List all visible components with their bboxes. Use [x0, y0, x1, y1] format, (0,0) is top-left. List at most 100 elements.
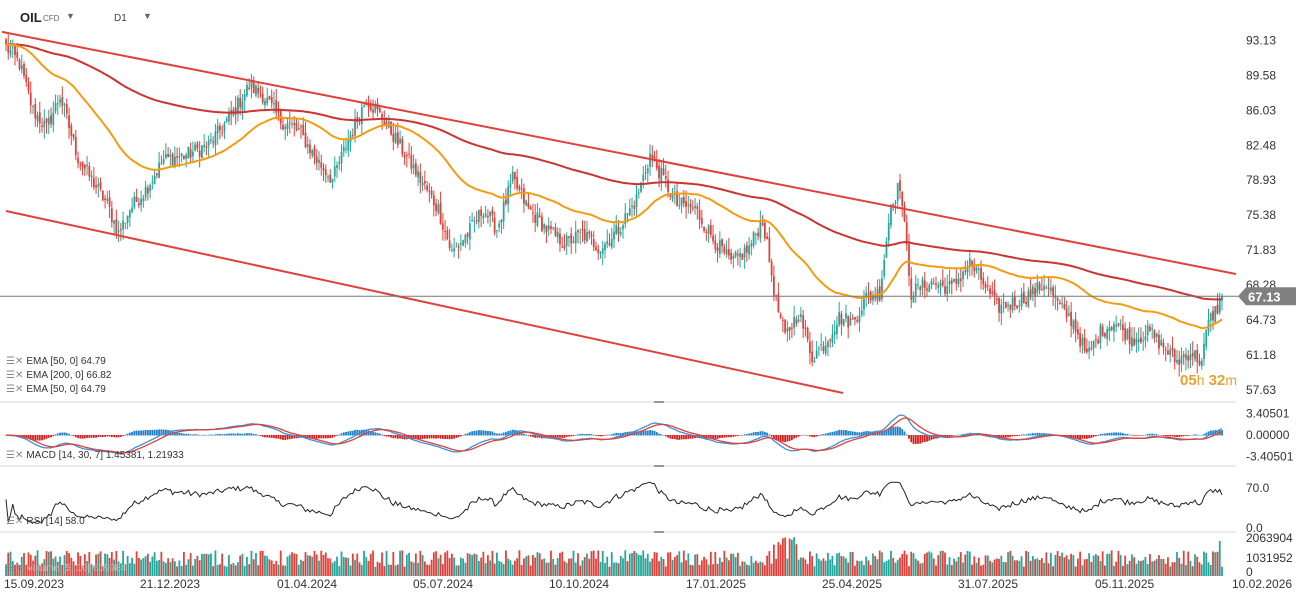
volume-bar: [1106, 553, 1109, 576]
legend-macd[interactable]: ☰✕ MACD [14, 30, 7] 1.45381, 1.21933: [6, 450, 184, 461]
candle: [628, 208, 631, 216]
macd-histogram-bar: [482, 430, 485, 436]
settings-icon[interactable]: ☰✕: [6, 356, 24, 367]
macd-histogram-bar: [1133, 435, 1136, 436]
volume-bar: [349, 565, 352, 576]
macd-histogram-bar: [917, 435, 919, 444]
macd-histogram-bar: [655, 432, 658, 436]
candle: [759, 221, 762, 239]
candle: [547, 225, 550, 230]
volume-bar: [772, 544, 775, 576]
macd-histogram-bar: [565, 435, 568, 438]
volume-bar: [453, 557, 456, 576]
volume-bar: [687, 553, 690, 576]
volume-bar: [468, 554, 471, 576]
volume-bar: [847, 562, 850, 576]
candle: [770, 261, 773, 276]
macd-histogram-bar: [419, 435, 422, 440]
volume-bar: [754, 560, 757, 576]
candle: [331, 178, 334, 183]
legend-ema50-b[interactable]: ☰✕ EMA [50, 0] 64.79: [6, 384, 106, 395]
symbol-label[interactable]: OIL: [20, 10, 42, 25]
settings-icon[interactable]: ☰✕: [6, 516, 24, 527]
volume-bar: [831, 555, 834, 576]
candles: [5, 34, 1223, 377]
macd-histogram-bar: [203, 434, 206, 436]
volume-bar: [462, 558, 465, 576]
volume-bar: [471, 555, 474, 576]
candle: [1160, 339, 1163, 346]
macd-histogram-bar: [1104, 433, 1106, 436]
timeframe-dropdown-icon[interactable]: ▼: [143, 11, 152, 21]
candle: [588, 231, 591, 235]
candle: [608, 243, 611, 246]
volume-bar: [820, 560, 823, 576]
macd-histogram-bar: [948, 435, 951, 437]
settings-icon[interactable]: ☰✕: [6, 563, 24, 574]
candle: [971, 260, 973, 267]
candle: [568, 236, 570, 238]
current-price-tag: [1238, 287, 1296, 306]
legend-rsi[interactable]: ☰✕ RSI [14] 58.0: [6, 516, 85, 527]
candle: [1180, 356, 1183, 364]
candle: [851, 318, 854, 320]
macd-histogram-bar: [523, 433, 525, 436]
candle: [117, 230, 120, 232]
volume-bar: [619, 555, 622, 576]
price-axis: 93.1389.5886.0382.4878.9375.3871.8368.28…: [1246, 33, 1276, 396]
volume-bar: [890, 550, 892, 576]
macd-histogram-bar: [561, 435, 564, 438]
candle: [998, 297, 1000, 313]
macd-histogram-bar: [36, 435, 39, 441]
macd-tick-label: 0.00000: [1246, 428, 1290, 442]
macd-histogram-bar: [718, 435, 721, 439]
candle: [291, 123, 293, 125]
legend-volume[interactable]: ☰✕ Volume [5, 10] 609984: [6, 563, 126, 574]
volume-bar: [986, 555, 989, 576]
candle: [662, 168, 665, 175]
volume-bar: [770, 563, 773, 576]
macd-histogram-bar: [910, 435, 913, 443]
candle: [192, 151, 194, 157]
volume-bar: [538, 553, 541, 576]
volume-bar: [671, 559, 674, 576]
volume-bar: [318, 560, 320, 576]
volume-bar: [1203, 551, 1205, 576]
volume-bar: [547, 562, 550, 576]
macd-histogram-bar: [1004, 435, 1007, 438]
macd-histogram-bar: [228, 433, 230, 436]
volume-bar: [507, 558, 510, 576]
legend-ema200[interactable]: ☰✕ EMA [200, 0] 66.82: [6, 370, 111, 381]
macd-histogram-bar: [128, 432, 131, 436]
macd-histogram-bar: [953, 435, 955, 436]
macd-histogram-bar: [757, 431, 760, 436]
candle: [991, 291, 994, 293]
volume-bar: [110, 552, 113, 576]
settings-icon[interactable]: ☰✕: [6, 384, 24, 395]
volume-bar: [568, 558, 570, 576]
timeframe-label[interactable]: D1: [114, 13, 127, 24]
macd-histogram-bar: [797, 435, 800, 437]
candle: [527, 203, 530, 208]
volume-bar: [1070, 553, 1073, 576]
macd-histogram-bar: [1135, 435, 1138, 436]
settings-icon[interactable]: ☰✕: [6, 450, 24, 461]
volume-bar: [16, 562, 19, 576]
candle: [378, 108, 381, 112]
macd-histogram-bar: [464, 433, 467, 436]
symbol-dropdown-icon[interactable]: ▼: [66, 11, 75, 21]
candle: [466, 233, 469, 237]
settings-icon[interactable]: ☰✕: [6, 370, 24, 381]
candle: [502, 201, 505, 222]
volume-bar: [7, 552, 10, 576]
legend-rsi-label: RSI [14] 58.0: [26, 516, 85, 527]
legend-ema50-a[interactable]: ☰✕ EMA [50, 0] 64.79: [6, 356, 106, 367]
volume-bar: [221, 553, 224, 576]
volume-bar: [1162, 558, 1165, 576]
volume-bar: [1090, 561, 1093, 576]
volume-bar: [806, 564, 809, 576]
volume-bar: [829, 559, 832, 576]
volume-bar: [523, 558, 525, 576]
candle: [1162, 342, 1165, 348]
